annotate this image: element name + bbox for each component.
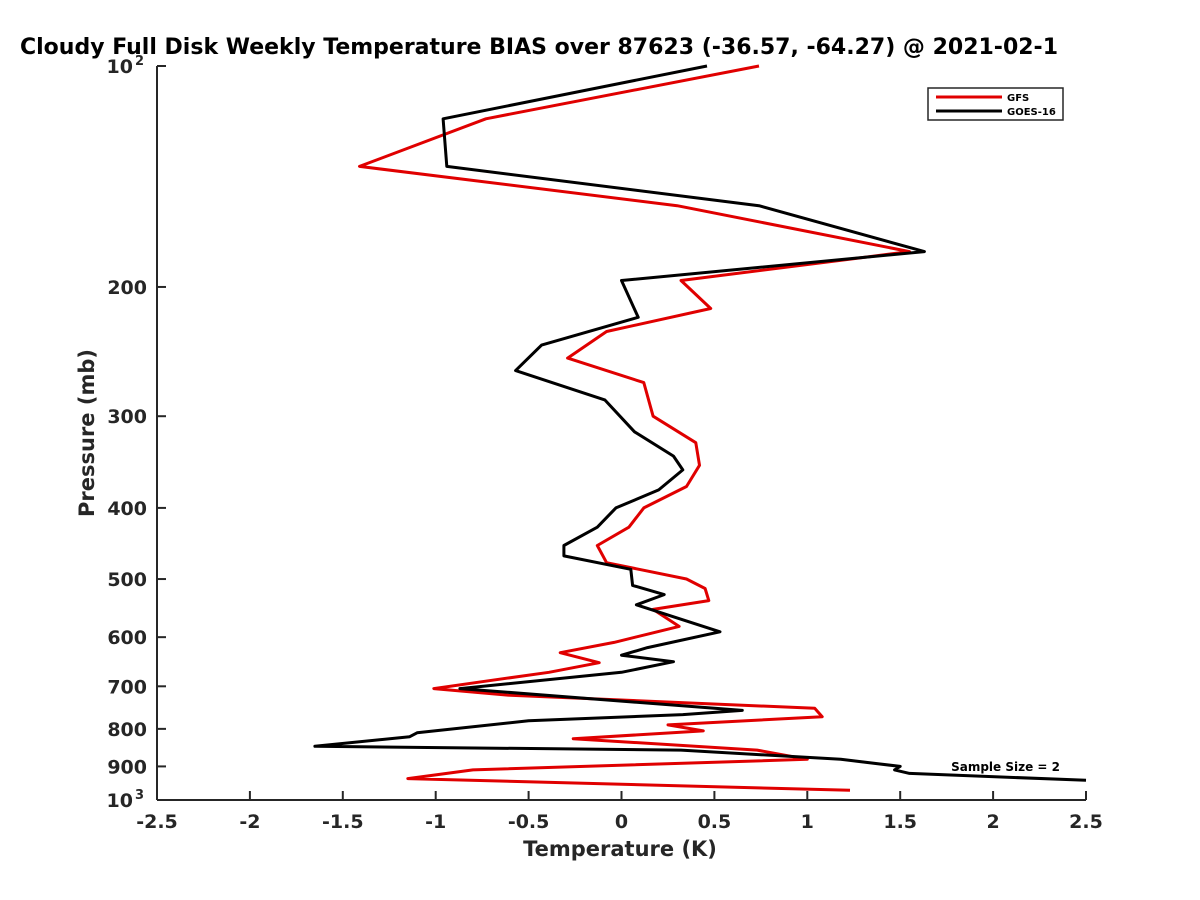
legend-box [927, 87, 1064, 121]
y-tick-exponent: 2 [135, 54, 144, 69]
y-tick-label: 500 [107, 569, 147, 591]
y-tick-label: 10 [107, 790, 133, 812]
x-tick-label: 0 [615, 811, 628, 833]
y-tick-label: 300 [107, 406, 147, 428]
y-tick-exponent: 3 [135, 788, 144, 803]
series-line-gfs [358, 64, 911, 792]
x-tick-label: -0.5 [508, 811, 550, 833]
y-tick-label: 800 [107, 719, 147, 741]
y-axis-label: Pressure (mb) [75, 349, 99, 517]
legend-label: GOES-16 [1007, 107, 1056, 118]
legend: GFS GOES-16 [927, 87, 1064, 121]
x-tick-label: -1.5 [322, 811, 364, 833]
x-tick-label: 1.5 [883, 811, 917, 833]
chart-title: Cloudy Full Disk Weekly Temperature BIAS… [20, 35, 1058, 60]
y-tick-label: 700 [107, 676, 147, 698]
x-tick-label: 0.5 [698, 811, 732, 833]
x-axis-label: Temperature (K) [523, 837, 717, 861]
x-tick-label: -2.5 [136, 811, 178, 833]
y-tick-label: 200 [107, 277, 147, 299]
series-line-goes-16 [313, 64, 1087, 782]
sample-size-annotation: Sample Size = 2 [951, 760, 1060, 774]
y-tick-label: 10 [107, 56, 133, 78]
y-tick-label: 900 [107, 756, 147, 778]
plot-area: -2.5 -2 -1.5 -1 -0.5 0 0.5 1 1.5 2 2.510 2200300400… [107, 54, 1103, 833]
x-tick-label: 1 [801, 811, 814, 833]
x-tick-label: -1 [425, 811, 446, 833]
y-tick-label: 400 [107, 498, 147, 520]
x-tick-label: 2.5 [1069, 811, 1103, 833]
y-tick-label: 600 [107, 627, 147, 649]
x-tick-label: -2 [239, 811, 260, 833]
x-tick-label: 2 [986, 811, 999, 833]
legend-label: GFS [1007, 93, 1029, 104]
